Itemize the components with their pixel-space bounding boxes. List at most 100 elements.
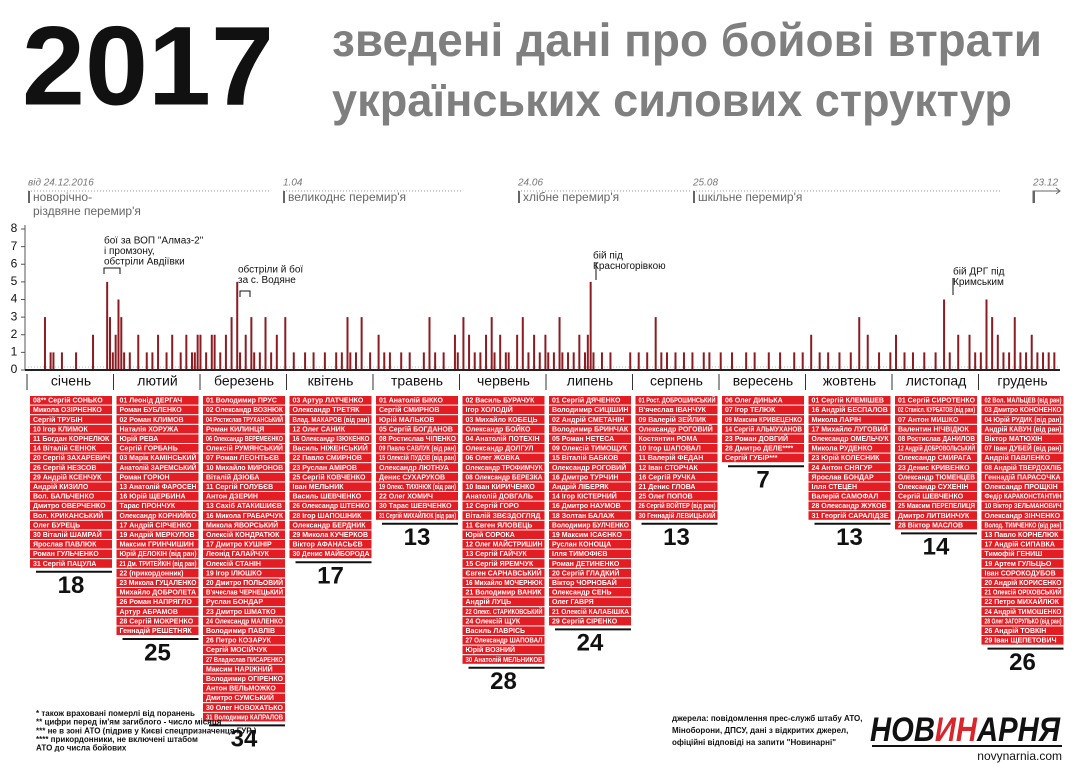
bar (974, 352, 977, 370)
name: Володимир ПАВЛІВ (206, 628, 275, 635)
name-row (203, 501, 285, 511)
name-row (289, 501, 372, 511)
name-row (549, 616, 631, 626)
month-label: січень (51, 373, 91, 389)
name: 24 Антон СНЯГУР (812, 465, 873, 472)
name-row (549, 559, 631, 568)
bar (609, 352, 612, 370)
name-row (462, 434, 545, 443)
name: 05 Роман НЕТЕСА (552, 436, 614, 443)
annotation: бій під (593, 250, 623, 262)
bar (629, 352, 632, 370)
name-row (462, 568, 545, 578)
annotation-bracket (239, 290, 251, 297)
name: Артур АБРАМОВ (120, 609, 178, 616)
month-label: березень (214, 373, 274, 389)
name: 07 Іван ДУБЕЙ (від ран) (985, 444, 1062, 453)
name: Дмитро ОВЕРЧЕНКО (33, 503, 106, 510)
name-row (808, 434, 891, 443)
bar (923, 352, 926, 370)
name-row (808, 501, 891, 511)
bar (171, 334, 174, 370)
name: Володимир БРИНЧАК (552, 426, 629, 433)
name-row (808, 415, 891, 424)
name: Ігор ХОЛОДІЙ (466, 405, 513, 414)
name-row (203, 684, 285, 693)
name-row (981, 607, 1064, 616)
name: Олександр РОГОВИЙ (552, 463, 626, 472)
truce-label: великоднє перемир'я (288, 190, 406, 204)
name-row (895, 511, 977, 520)
name: Антон ВЕЛЬМОЖКО (206, 686, 276, 693)
name: 09 Валерій ЗЕЙЛИК (639, 415, 707, 424)
bar (408, 352, 411, 370)
bar (108, 317, 111, 370)
name: 20 Сергій ЗАХАРЕВИЧ (33, 454, 110, 462)
bar (866, 334, 869, 370)
name: 22 Петро МИХАЙЛЮК (985, 597, 1060, 606)
name-row (30, 405, 112, 415)
name-row (203, 463, 285, 472)
name-row (203, 424, 285, 434)
bar (165, 352, 168, 370)
bar (185, 334, 188, 370)
name-row (116, 424, 199, 434)
name-row (549, 578, 631, 587)
name-row (981, 472, 1064, 482)
truce-date: 1.04 (283, 178, 303, 189)
truce-date: від 24.12.2016 (28, 178, 94, 189)
month-label: вересень (733, 373, 793, 389)
footnote: ** цифри перед ім'ям загиблого - число м… (36, 718, 222, 727)
bar (111, 352, 114, 370)
name-row (895, 463, 977, 472)
name-row (30, 511, 112, 520)
name-row (635, 415, 718, 424)
name: Іван МЕЛЬНИК (293, 484, 345, 491)
name: Олександр ПРОЩКІН (985, 484, 1058, 491)
name: Микола ОЗІРНЕНКО (33, 407, 102, 414)
name: 23 Руслан АМІРОВ (293, 465, 357, 472)
bar (810, 334, 813, 370)
month-total: 25 (144, 639, 171, 666)
name-row (981, 463, 1064, 472)
name: 15 Олексій ПУДОВ (від ран) (379, 454, 456, 462)
name: 07 Ігор ТЕЛЮК (725, 407, 776, 414)
name-row (462, 424, 545, 434)
name-row (722, 434, 804, 443)
name-row (116, 540, 199, 549)
name: 26 Олександр ШТЕНКО (293, 503, 371, 510)
name-row (981, 626, 1064, 635)
bar (360, 317, 363, 370)
name-row (30, 501, 112, 511)
bar (92, 334, 95, 370)
bar (589, 281, 592, 370)
name: Денис СУХАРУКОВ (379, 474, 445, 481)
name-row (116, 607, 199, 616)
name: 28 Олександр ЖУКОВ (812, 503, 887, 510)
source: офіційні відповіді на запити "Новинарні" (672, 738, 836, 747)
logo-part: НОВ (870, 711, 935, 749)
name: 13 Павло КОРНЕЛЮК (985, 532, 1060, 539)
name-row (549, 405, 631, 415)
name: Олексій КОНДРАТЮК (206, 531, 280, 539)
name: 01 Сергій СИРОТЕНКО (898, 397, 976, 405)
name-row (635, 511, 718, 520)
name-row (981, 424, 1064, 434)
name: Дмитро СУМСЬКИЙ (206, 693, 274, 702)
name-row (808, 396, 891, 405)
name: 17 Дмитро КУШНІР (206, 542, 272, 549)
bar (654, 317, 657, 370)
month-total: 17 (317, 563, 344, 590)
month-label: жовтень (823, 373, 876, 389)
name-row (981, 520, 1064, 530)
month-total: 28 (490, 668, 517, 695)
bar (349, 352, 352, 370)
name: 20 Сергій ГЛАДКИЙ (552, 568, 619, 577)
month-total: 13 (836, 524, 863, 551)
name: 29 Андрій КСЕНЧУК (33, 473, 102, 481)
name-row (462, 530, 545, 539)
name: Руслан КОНОЩА (552, 542, 611, 549)
name-row (635, 453, 718, 463)
name-row (203, 693, 285, 703)
name-row (116, 463, 199, 472)
